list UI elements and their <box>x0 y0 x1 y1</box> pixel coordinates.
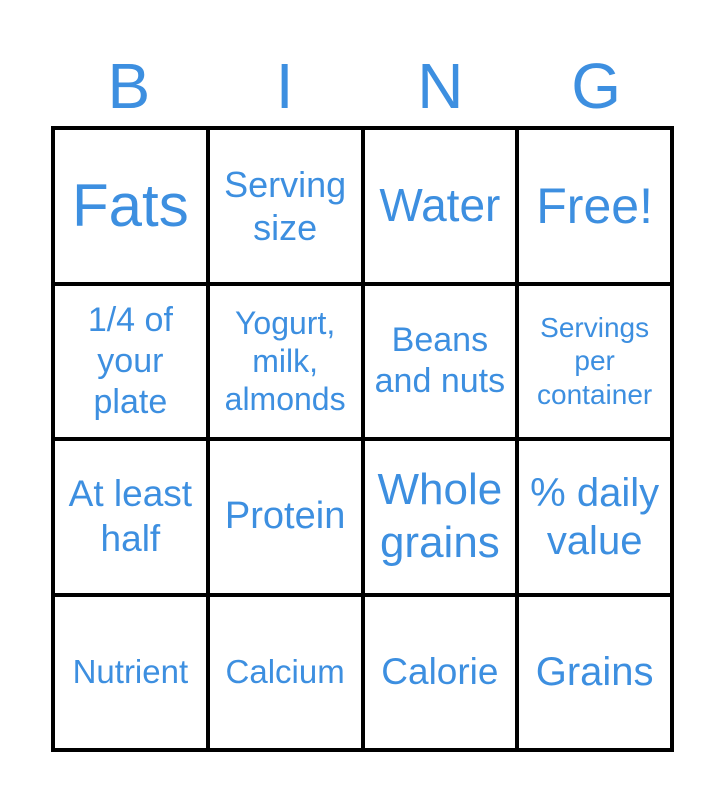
bingo-cell[interactable]: Calcium <box>205 592 365 752</box>
bingo-cell[interactable]: Yogurt, milk, almonds <box>205 281 365 441</box>
bingo-row: Nutrient Calcium Calorie Grains <box>51 592 674 752</box>
bingo-cell[interactable]: % daily value <box>515 437 674 597</box>
bingo-cell[interactable]: 1/4 of your plate <box>51 281 210 441</box>
bingo-cell[interactable]: Calorie <box>360 592 520 752</box>
bingo-cell[interactable]: At least half <box>51 437 210 597</box>
bingo-row: 1/4 of your plate Yogurt, milk, almonds Be… <box>51 281 674 441</box>
bingo-cell[interactable]: Whole grains <box>360 437 520 597</box>
header-letter-b: B <box>107 50 151 122</box>
bingo-cell[interactable]: Free! <box>515 126 674 286</box>
bingo-row: Fats Serving size Water Free! <box>51 126 674 286</box>
header-letter-i: I <box>275 50 294 122</box>
bingo-header: B I N G <box>51 50 674 122</box>
bingo-cell[interactable]: Beans and nuts <box>360 281 520 441</box>
bingo-cell[interactable]: Water <box>360 126 520 286</box>
bingo-cell[interactable]: Grains <box>515 592 674 752</box>
bingo-cell[interactable]: Serving size <box>205 126 365 286</box>
header-letter-g: G <box>571 50 622 122</box>
bingo-cell[interactable]: Servings per container <box>515 281 674 441</box>
header-letter-n: N <box>417 50 464 122</box>
bingo-cell[interactable]: Fats <box>51 126 210 286</box>
bingo-card: Fats Serving size Water Free! 1/4 of your pl… <box>51 126 674 752</box>
bingo-cell[interactable]: Nutrient <box>51 592 210 752</box>
bingo-cell[interactable]: Protein <box>205 437 365 597</box>
bingo-row: At least half Protein Whole grains% daily … <box>51 437 674 597</box>
